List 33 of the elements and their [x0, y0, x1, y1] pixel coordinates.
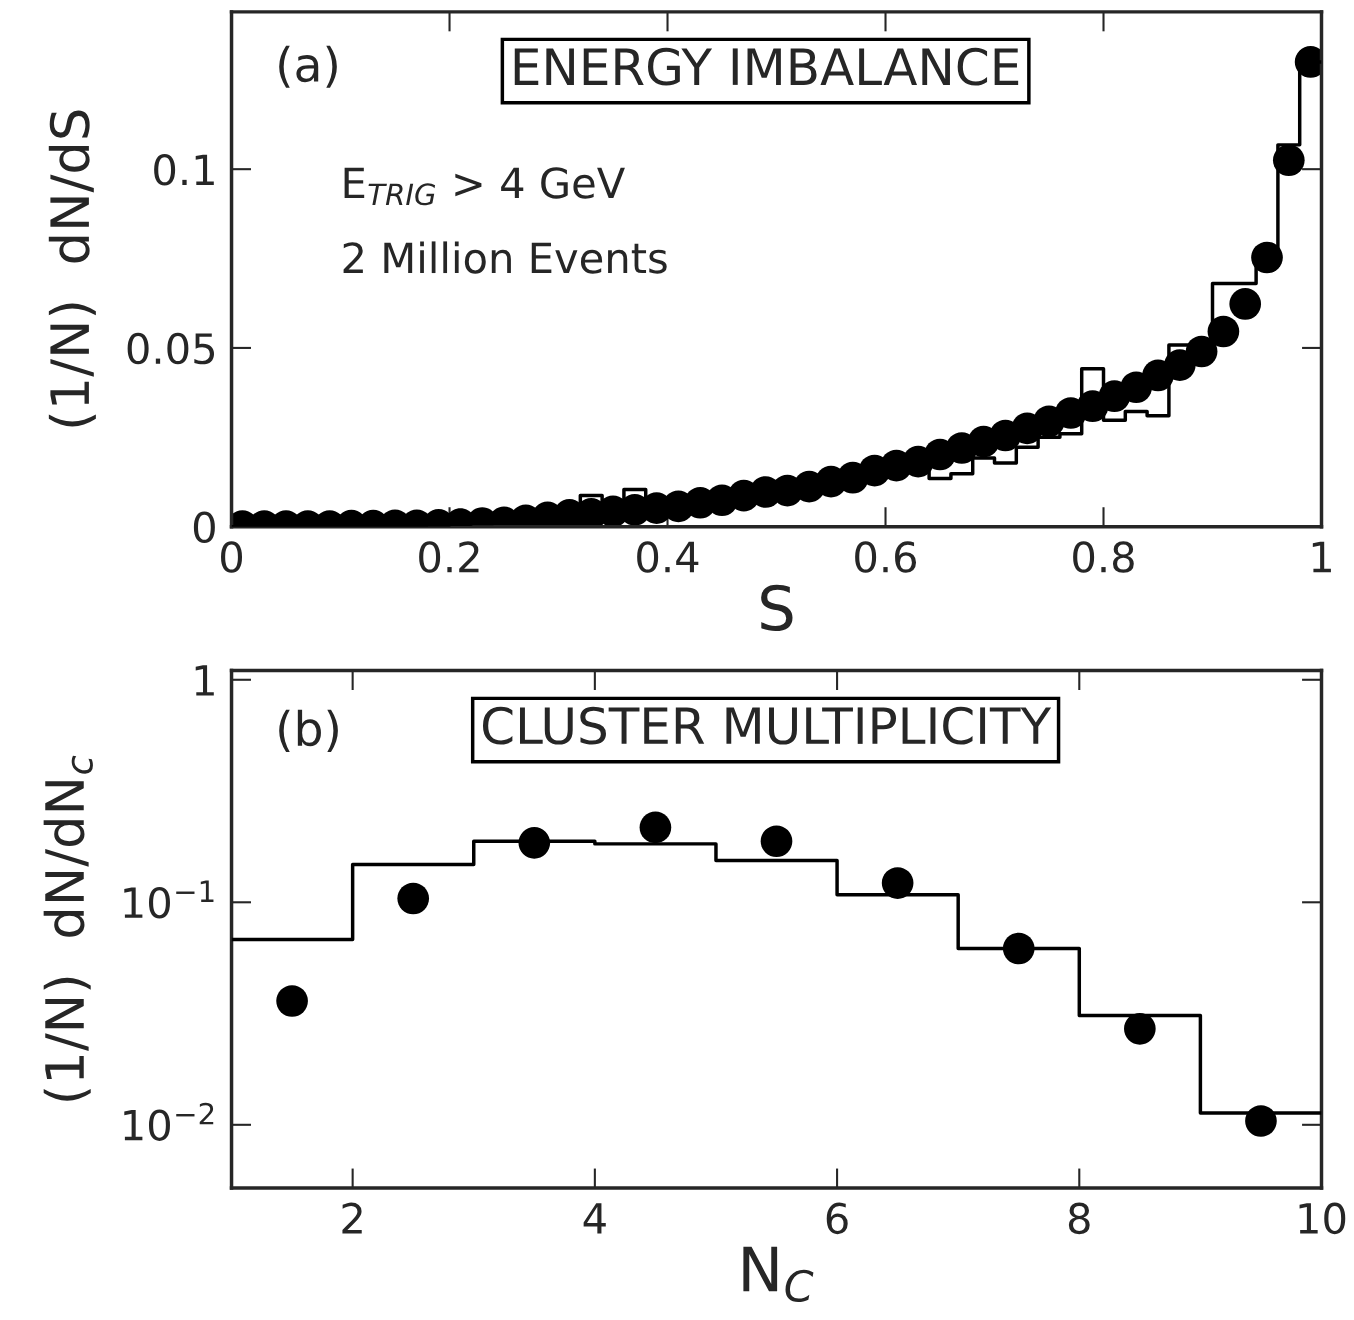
y-tick-label: 10$^{−2}$	[124, 1102, 214, 1141]
x-tick-label: 1	[1312, 541, 1331, 573]
text: ENERGY IMBALANCE	[514, 47, 1019, 86]
x-axis-title: N$_{C}$	[743, 1246, 814, 1302]
point	[276, 985, 308, 1017]
y-axis-title: (1/N) dN/dN$_{c}$	[43, 755, 93, 1101]
x-tick-label: 0	[221, 541, 243, 573]
x-tick-label: 6	[826, 1202, 848, 1235]
y-tick-label: 0	[193, 511, 215, 544]
point	[1124, 1012, 1156, 1045]
x-tick-label: 0.6	[855, 541, 917, 573]
text: CLUSTER MULTIPLICITY	[482, 706, 1052, 745]
y-axis-title: (1/N) dN/dS	[48, 110, 96, 427]
y-tick-label: 0.05	[127, 332, 215, 365]
x-tick-label: 4	[583, 1203, 606, 1234]
y-tick-label: 10$^{−1}$	[124, 880, 214, 919]
x-tick-label: 8	[1068, 1202, 1090, 1235]
annotation: 2 Million Events	[343, 241, 667, 274]
annotation: (a)	[279, 45, 337, 88]
point	[397, 882, 430, 915]
point	[639, 811, 672, 844]
annotation: E$_{TRIG}$ > 4 GeV	[344, 167, 625, 206]
x-tick-label: 0.4	[637, 541, 699, 573]
x-axis-title: S	[761, 584, 793, 631]
point	[760, 825, 793, 858]
x-tick-label: 0.2	[419, 541, 479, 573]
x-tick-label: 0.8	[1073, 541, 1134, 573]
y-tick-label: 1	[195, 665, 214, 696]
y-tick-label: 0.1	[154, 154, 214, 186]
x-tick-label: 10	[1299, 1202, 1346, 1235]
annotation: (b)	[279, 709, 338, 752]
x-tick-label: 2	[342, 1202, 362, 1234]
point	[1229, 288, 1262, 320]
